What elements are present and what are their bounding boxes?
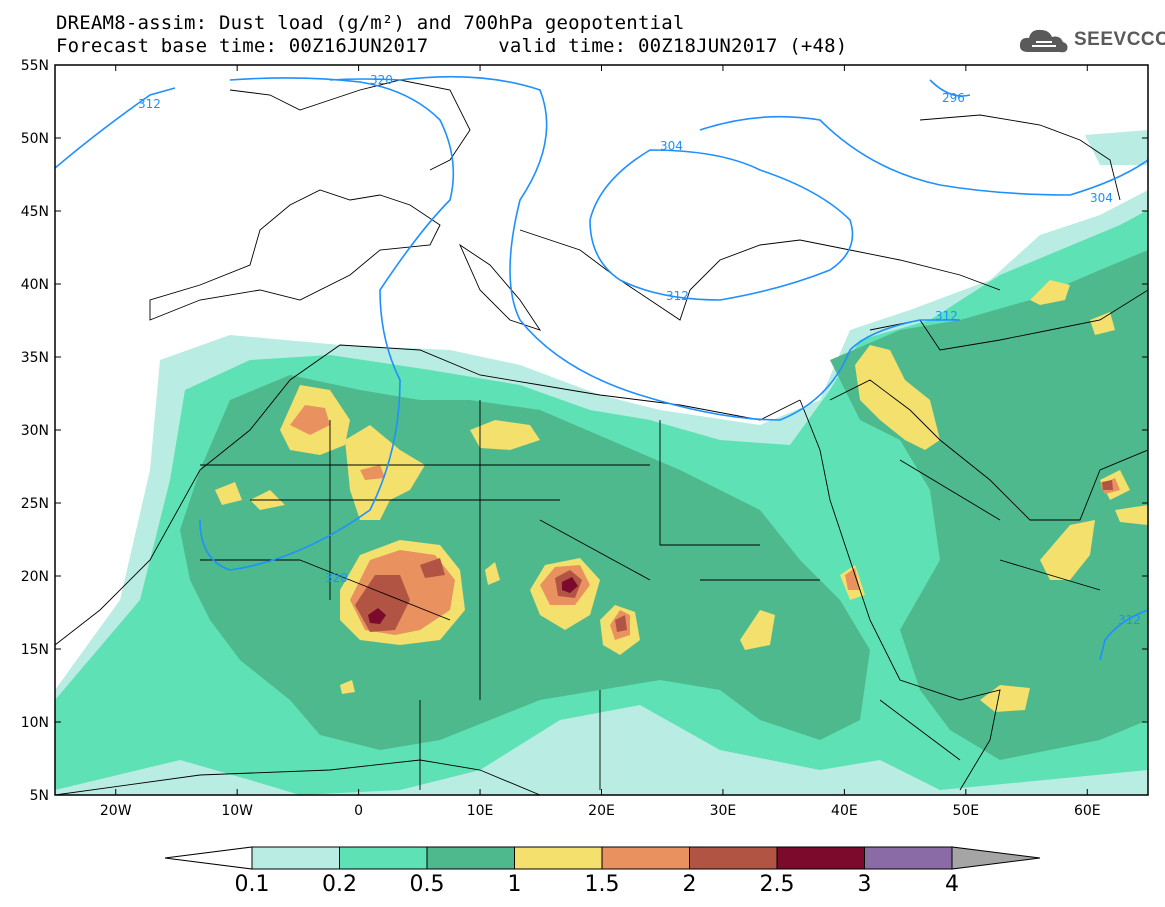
lat-tick-label: 35N <box>21 350 49 366</box>
colorbar-segment <box>339 846 428 870</box>
colorbar-label: 3 <box>858 872 872 897</box>
contour-label: 312 <box>1118 613 1141 627</box>
colorbar-label: 4 <box>945 872 959 897</box>
lat-tick-label: 10N <box>21 715 49 731</box>
map-title: DREAM8-assim: Dust load (g/m²) and 700hP… <box>56 12 685 34</box>
lat-tick-label: 45N <box>21 204 49 220</box>
colorbar-label: 0.5 <box>410 872 445 897</box>
colorbar-under-triangle <box>164 846 253 870</box>
lat-tick-label: 25N <box>21 496 49 512</box>
colorbar-label: 1.5 <box>585 872 620 897</box>
dust-field <box>55 130 1148 795</box>
lat-tick-label: 15N <box>21 642 49 658</box>
contour-label: 304 <box>1090 191 1113 205</box>
logo-text: SEEVCCC <box>1074 29 1165 50</box>
colorbar-label: 1 <box>508 872 522 897</box>
lat-tick-label: 5N <box>30 788 49 804</box>
contour-label: 312 <box>666 289 689 303</box>
contour-label: 320 <box>325 571 348 585</box>
colorbar-segment <box>251 846 340 870</box>
lat-tick-label: 40N <box>21 277 49 293</box>
colorbar-segment <box>689 846 778 870</box>
lat-tick-label: 55N <box>21 58 49 74</box>
colorbar-segment <box>426 846 515 870</box>
lon-tick-label: 10W <box>221 803 253 819</box>
dust-region-25 <box>368 577 578 624</box>
lat-tick-label: 20N <box>21 569 49 585</box>
latitude-axis: 5N 10N 15N 20N 25N 30N 35N 40N 45N 50N 55N <box>21 58 1148 804</box>
lon-tick-label: 20W <box>100 803 132 819</box>
dust-shell-01-north <box>1085 130 1148 165</box>
geopotential-contours <box>55 75 1148 661</box>
contour-label: 312 <box>935 309 958 323</box>
colorbar-segment <box>514 846 603 870</box>
colorbar-segment <box>601 846 690 870</box>
contour-label: 312 <box>138 97 161 111</box>
dust-region-05-east <box>830 250 1148 760</box>
lon-tick-label: 30E <box>710 803 737 819</box>
colorbar-over-triangle <box>951 846 1041 870</box>
colorbar-label: 2.5 <box>760 872 795 897</box>
colorbar-segment <box>864 846 953 870</box>
lon-tick-label: 50E <box>952 803 979 819</box>
lon-tick-label: 40E <box>831 803 858 819</box>
colorbar: 0.1 0.2 0.5 1 1.5 2 2.5 3 4 <box>164 846 1041 897</box>
map-subtitle: Forecast base time: 00Z16JUN2017 valid t… <box>56 35 848 57</box>
longitude-axis: 20W 10W 0 10E 20E 30E 40E 50E 60E <box>100 65 1101 819</box>
colorbar-label: 0.1 <box>235 872 270 897</box>
lat-tick-label: 50N <box>21 131 49 147</box>
lon-tick-label: 60E <box>1074 803 1101 819</box>
lon-tick-label: 20E <box>588 803 615 819</box>
colorbar-label: 0.2 <box>322 872 357 897</box>
cloud-icon <box>1019 29 1068 53</box>
lon-tick-label: 0 <box>354 803 363 819</box>
lon-tick-label: 10E <box>467 803 494 819</box>
contour-label: 320 <box>370 73 393 87</box>
contour-labels: 312 320 304 296 304 312 312 312 320 <box>138 73 1141 627</box>
colorbar-label: 2 <box>683 872 697 897</box>
contour-label: 296 <box>942 91 965 105</box>
colorbar-segment <box>776 846 865 870</box>
lat-tick-label: 30N <box>21 423 49 439</box>
contour-label: 304 <box>660 139 683 153</box>
seevccc-logo: SEEVCCC <box>1018 26 1165 56</box>
